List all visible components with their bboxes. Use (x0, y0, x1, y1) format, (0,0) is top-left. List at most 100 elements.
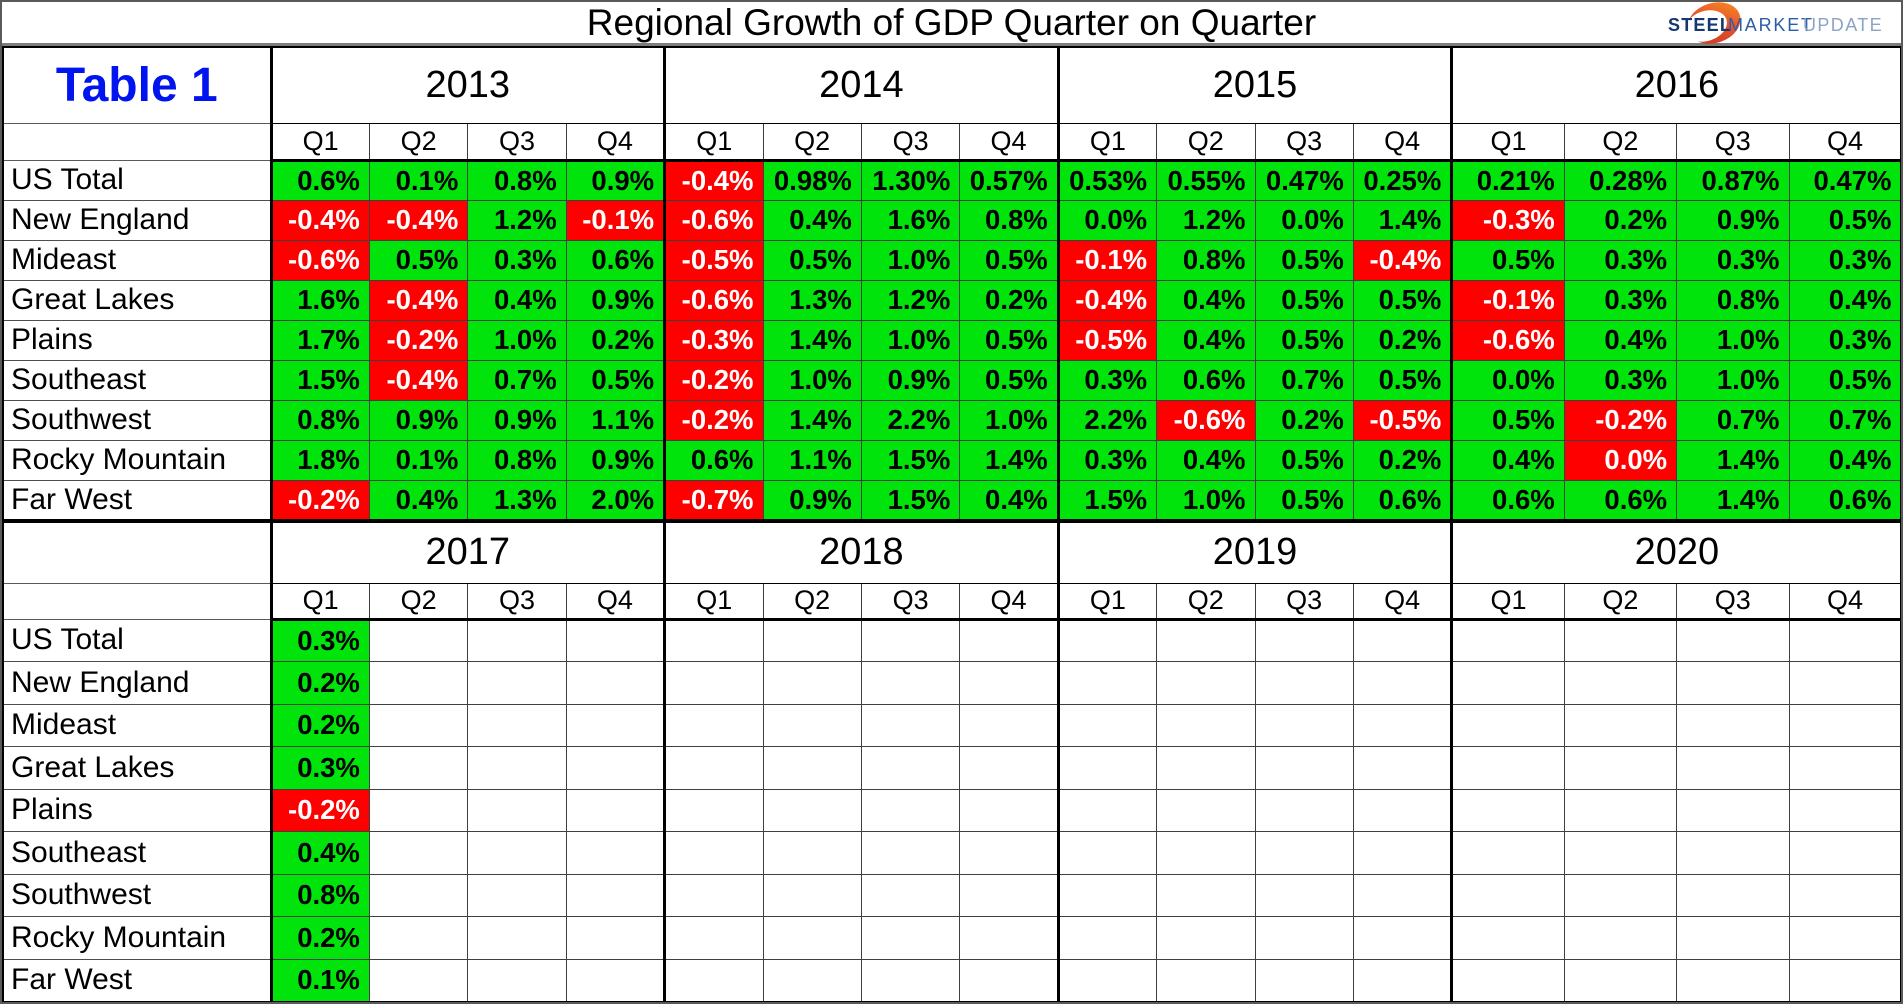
gdp-value-cell: 0.9% (565, 439, 666, 481)
empty-cell (1788, 746, 1901, 790)
gdp-value-cell: 0.2% (1352, 439, 1453, 481)
table-row: Plains 1.7% -0.2% 1.0% 0.2% -0.3% 1.4% 1.0% 0.5%… (2, 319, 1901, 361)
gdp-value-cell: 1.7% (269, 319, 370, 361)
gdp-value-cell: 0.5% (1450, 399, 1565, 441)
quarter-header-2013-Q1: Q1 (269, 122, 370, 162)
quarter-header-2013-Q4: Q4 (565, 122, 666, 162)
empty-cell (1788, 916, 1901, 960)
gdp-value-cell: 0.47% (1788, 159, 1901, 201)
logo-crescent-icon (1685, 2, 1741, 44)
empty-cell (959, 661, 1059, 705)
gdp-value-cell: 1.3% (762, 279, 862, 321)
gdp-value-cell: 0.5% (1450, 239, 1565, 281)
gdp-value-cell: 0.3% (269, 618, 370, 662)
region-label: Rocky Mountain (2, 916, 272, 960)
empty-cell (1156, 661, 1256, 705)
gdp-value-cell: 0.6% (269, 159, 370, 201)
year-header-2018: 2018 (663, 521, 1059, 584)
gdp-value-cell: 0.8% (959, 199, 1059, 241)
gdp-value-cell: 0.2% (1563, 199, 1678, 241)
gdp-value-cell: 1.2% (1156, 199, 1256, 241)
gdp-value-cell: 0.0% (1563, 439, 1678, 481)
gdp-value-cell: 2.2% (860, 399, 961, 441)
gdp-value-cell: 0.25% (1352, 159, 1453, 201)
quarter-header-2013-Q3: Q3 (467, 122, 567, 162)
gdp-value-cell: -0.7% (663, 479, 764, 521)
quarter-header-2019-Q2: Q2 (1156, 582, 1256, 621)
gdp-value-cell: 0.6% (663, 439, 764, 481)
empty-cell (1450, 831, 1565, 875)
empty-cell (1563, 661, 1678, 705)
empty-cell (762, 618, 862, 662)
empty-cell (1156, 831, 1256, 875)
empty-cell (368, 661, 469, 705)
gdp-value-cell: 0.98% (762, 159, 862, 201)
gdp-value-cell: -0.2% (269, 479, 370, 521)
gdp-value-cell: 0.5% (1788, 359, 1901, 401)
gdp-value-cell: 0.6% (1352, 479, 1453, 521)
gdp-value-cell: 0.5% (959, 319, 1059, 361)
quarter-header-2016-Q2: Q2 (1563, 122, 1678, 162)
table-row: Southeast 0.4% (2, 831, 1901, 875)
empty-cell (1056, 958, 1158, 1002)
gdp-value-cell: 1.8% (269, 439, 370, 481)
gdp-value-cell: 0.8% (1676, 279, 1790, 321)
empty-cell (565, 618, 666, 662)
gdp-value-cell: -0.4% (368, 359, 469, 401)
empty-cell (1450, 873, 1565, 917)
gdp-value-cell: 0.6% (1563, 479, 1678, 521)
empty-cell (959, 831, 1059, 875)
gdp-value-cell: 0.4% (467, 279, 567, 321)
empty-cell (1788, 618, 1901, 662)
empty-cell (368, 746, 469, 790)
empty-cell (467, 746, 567, 790)
empty-cell (860, 958, 961, 1002)
quarter-header-2014-Q1: Q1 (663, 122, 764, 162)
empty-cell (1563, 746, 1678, 790)
gdp-value-cell: -0.6% (663, 199, 764, 241)
empty-cell (1563, 958, 1678, 1002)
year-header-2020: 2020 (1450, 521, 1901, 584)
table-row: Far West 0.1% (2, 958, 1901, 1002)
quarter-header-2020-Q1: Q1 (1450, 582, 1565, 621)
table-row: New England -0.4% -0.4% 1.2% -0.1% -0.6% 0.4% 1… (2, 199, 1901, 241)
empty-cell (467, 661, 567, 705)
gdp-value-cell: 1.4% (762, 319, 862, 361)
table-row: Southwest 0.8% 0.9% 0.9% 1.1% -0.2% 1.4% 2.2% 1.… (2, 399, 1901, 441)
gdp-value-cell: 0.1% (368, 159, 469, 201)
empty-cell (1352, 746, 1453, 790)
empty-cell (368, 831, 469, 875)
year-header-2019: 2019 (1056, 521, 1453, 584)
gdp-value-cell: 0.5% (959, 239, 1059, 281)
quarter-header-2017-Q4: Q4 (565, 582, 666, 621)
empty-cell (1676, 746, 1790, 790)
empty-cell (762, 703, 862, 747)
empty-cell (1450, 746, 1565, 790)
gdp-value-cell: 0.8% (269, 399, 370, 441)
gdp-value-cell: 1.0% (959, 399, 1059, 441)
empty-cell (467, 831, 567, 875)
gdp-value-cell: -0.2% (663, 359, 764, 401)
empty-cell (1254, 746, 1354, 790)
region-label: Plains (2, 319, 272, 361)
empty-cell (1056, 746, 1158, 790)
gdp-value-cell: 0.4% (368, 479, 469, 521)
empty-cell (368, 873, 469, 917)
gdp-value-cell: 0.9% (368, 399, 469, 441)
region-label: Far West (2, 958, 272, 1002)
quarter-header-2017-Q2: Q2 (368, 582, 469, 621)
gdp-value-cell: 1.0% (1676, 359, 1790, 401)
empty-cell (1352, 873, 1453, 917)
gdp-value-cell: 0.5% (762, 239, 862, 281)
empty-cell (1156, 788, 1256, 832)
smu-logo: STEEL MARKET UPDATE (1668, 2, 1882, 44)
quarter-header-2020-Q3: Q3 (1676, 582, 1790, 621)
empty-cell (368, 788, 469, 832)
quarter-header-2016-Q4: Q4 (1788, 122, 1901, 162)
gdp-value-cell: 0.8% (269, 873, 370, 917)
gdp-value-cell: 0.0% (1450, 359, 1565, 401)
empty-cell (762, 788, 862, 832)
gdp-value-cell: 1.0% (762, 359, 862, 401)
gdp-value-cell: -0.4% (368, 199, 469, 241)
